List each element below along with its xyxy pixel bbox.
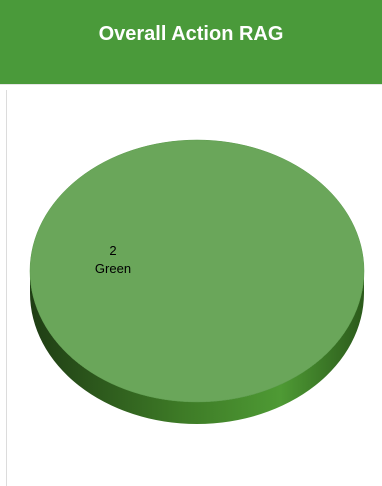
slice-value-label: 2 <box>109 243 116 258</box>
header-divider <box>0 84 382 85</box>
slice-labels: 2 Green <box>95 243 131 276</box>
pie-slice-green <box>29 139 365 403</box>
pie-slices <box>29 139 365 424</box>
panel-title: Overall Action RAG <box>98 22 284 45</box>
panel-left-border <box>6 90 7 486</box>
slice-category-label: Green <box>95 261 131 276</box>
pie-side <box>30 271 364 424</box>
panel-header: Overall Action RAG <box>0 0 382 84</box>
